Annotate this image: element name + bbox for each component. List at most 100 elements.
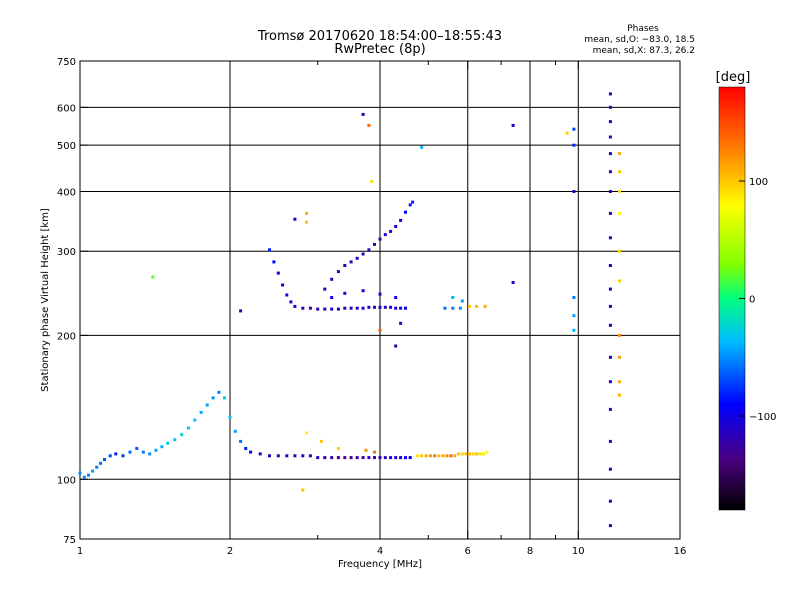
- echo-point: [404, 210, 407, 214]
- echo-point: [608, 323, 612, 327]
- echo-point: [336, 270, 340, 274]
- echo-point: [276, 454, 280, 458]
- echo-point: [478, 452, 482, 456]
- echo-point: [193, 418, 197, 422]
- echo-point: [618, 380, 621, 384]
- x-axis-label: Frequency [MHz]: [338, 559, 422, 570]
- echo-point: [378, 305, 382, 309]
- echo-point: [336, 307, 340, 311]
- echo-point: [404, 456, 407, 460]
- echo-point: [336, 456, 340, 460]
- echo-point: [355, 456, 359, 460]
- x-tick-label: 2: [227, 546, 233, 557]
- echo-point: [301, 454, 305, 458]
- echo-point: [608, 355, 612, 359]
- echo-point: [389, 456, 393, 460]
- echo-point: [383, 233, 387, 237]
- stats-x-mode: mean, sd,X: 87.3, 26.2: [593, 46, 695, 56]
- echo-point: [394, 306, 398, 310]
- colorbar-tick-label: 0: [749, 295, 755, 306]
- echo-point: [475, 304, 479, 308]
- echo-point: [301, 306, 305, 310]
- echo-point: [415, 454, 419, 458]
- echo-point: [343, 306, 347, 310]
- echo-point: [608, 287, 612, 291]
- echo-point: [618, 211, 621, 215]
- echo-point: [373, 305, 376, 309]
- echo-point: [408, 456, 412, 460]
- echo-point: [378, 237, 382, 241]
- echo-point: [618, 152, 621, 156]
- echo-point: [618, 190, 621, 193]
- echo-point: [408, 203, 412, 207]
- echo-point: [276, 271, 280, 275]
- echo-point: [223, 396, 226, 400]
- echo-point: [355, 256, 359, 260]
- echo-point: [608, 439, 612, 443]
- echo-point: [445, 454, 449, 458]
- echo-point: [268, 248, 271, 252]
- echo-point: [186, 426, 190, 430]
- echo-point: [608, 105, 612, 109]
- echo-point: [82, 475, 86, 479]
- x-tick-label: 16: [674, 546, 687, 557]
- y-tick-label: 300: [57, 247, 76, 258]
- echo-point: [323, 287, 327, 291]
- echo-point: [373, 242, 376, 246]
- echo-point: [565, 131, 569, 135]
- x-axis-ticks: 1 2 4 6 8 10 16: [77, 61, 687, 557]
- echo-point: [364, 448, 368, 452]
- echo-point: [420, 454, 424, 458]
- echo-point: [389, 229, 393, 233]
- echo-point: [367, 123, 371, 127]
- echo-point: [330, 307, 334, 311]
- echo-point: [319, 439, 323, 443]
- echo-point: [428, 454, 432, 458]
- echo-point: [373, 450, 376, 454]
- echo-point: [160, 445, 164, 449]
- colorbar-tick-label: −100: [749, 412, 776, 423]
- echo-point: [281, 283, 285, 287]
- echo-point: [285, 454, 289, 458]
- echo-point: [301, 488, 305, 492]
- echo-point: [330, 296, 334, 299]
- echo-point: [343, 264, 347, 267]
- echo-point: [399, 456, 403, 460]
- echo-point: [244, 447, 248, 450]
- colorbar-label: [deg]: [716, 70, 751, 85]
- echo-point: [330, 277, 334, 281]
- echo-point: [394, 456, 398, 460]
- echo-point: [233, 429, 237, 433]
- echo-point: [475, 452, 479, 456]
- y-tick-label: 600: [57, 103, 76, 114]
- echo-point: [367, 456, 371, 460]
- echo-point: [199, 410, 203, 414]
- echo-point: [258, 452, 262, 456]
- echo-point: [608, 120, 612, 124]
- stats-heading: Phases: [627, 24, 659, 34]
- echo-point: [572, 143, 576, 147]
- echo-point: [453, 454, 457, 458]
- echo-point: [148, 452, 152, 456]
- echo-point: [336, 447, 340, 450]
- echo-point: [618, 249, 621, 253]
- echo-point: [289, 300, 293, 304]
- echo-point: [205, 403, 209, 407]
- echo-point: [293, 454, 297, 458]
- echo-point: [249, 450, 253, 454]
- echo-point: [383, 305, 387, 309]
- echo-point: [618, 170, 621, 174]
- echo-point: [285, 293, 289, 297]
- echo-point: [608, 135, 612, 139]
- echo-point: [458, 306, 462, 310]
- echo-point: [166, 441, 170, 445]
- echo-point: [394, 225, 398, 228]
- echo-point: [443, 306, 447, 310]
- echo-point: [451, 296, 455, 299]
- echo-point: [316, 307, 320, 311]
- echo-point: [151, 275, 155, 279]
- echo-point: [483, 304, 487, 308]
- y-tick-label: 750: [57, 57, 76, 68]
- echo-point: [121, 454, 125, 458]
